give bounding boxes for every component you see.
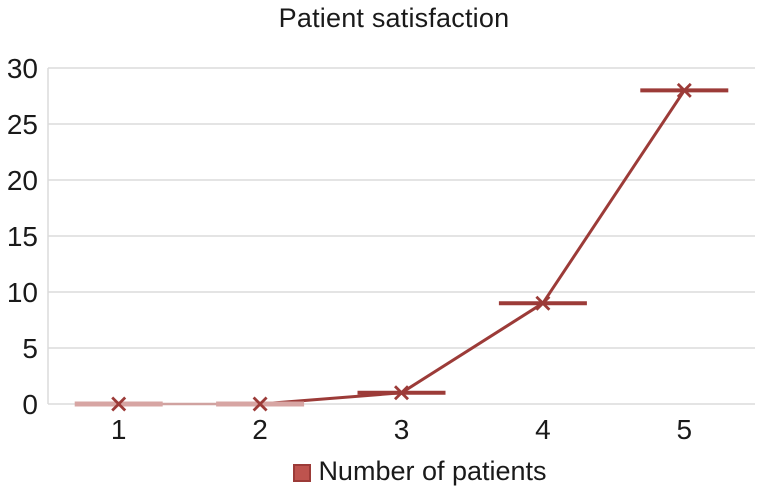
- x-tick-label: 1: [111, 414, 127, 445]
- y-tick-label: 30: [7, 53, 38, 84]
- x-tick-label: 3: [394, 414, 410, 445]
- x-tick-label: 2: [252, 414, 268, 445]
- x-tick-label: 5: [677, 414, 693, 445]
- legend-label: Number of patients: [318, 456, 547, 486]
- y-tick-label: 25: [7, 109, 38, 140]
- y-tick-label: 0: [22, 389, 38, 420]
- y-tick-label: 15: [7, 221, 38, 252]
- y-tick-label: 10: [7, 277, 38, 308]
- x-marker: [111, 396, 127, 412]
- legend: Number of patients: [40, 456, 760, 487]
- series-line-segment: [400, 301, 544, 395]
- chart-title: Patient satisfaction: [278, 3, 510, 33]
- x-marker: [535, 295, 551, 311]
- x-marker: [252, 396, 268, 412]
- x-marker: [676, 82, 692, 98]
- y-tick-label: 20: [7, 165, 38, 196]
- y-tick-label: 5: [22, 333, 38, 364]
- series-line-segment: [541, 89, 686, 305]
- legend-swatch: [293, 463, 312, 482]
- x-tick-label: 4: [535, 414, 551, 445]
- x-marker: [394, 385, 409, 401]
